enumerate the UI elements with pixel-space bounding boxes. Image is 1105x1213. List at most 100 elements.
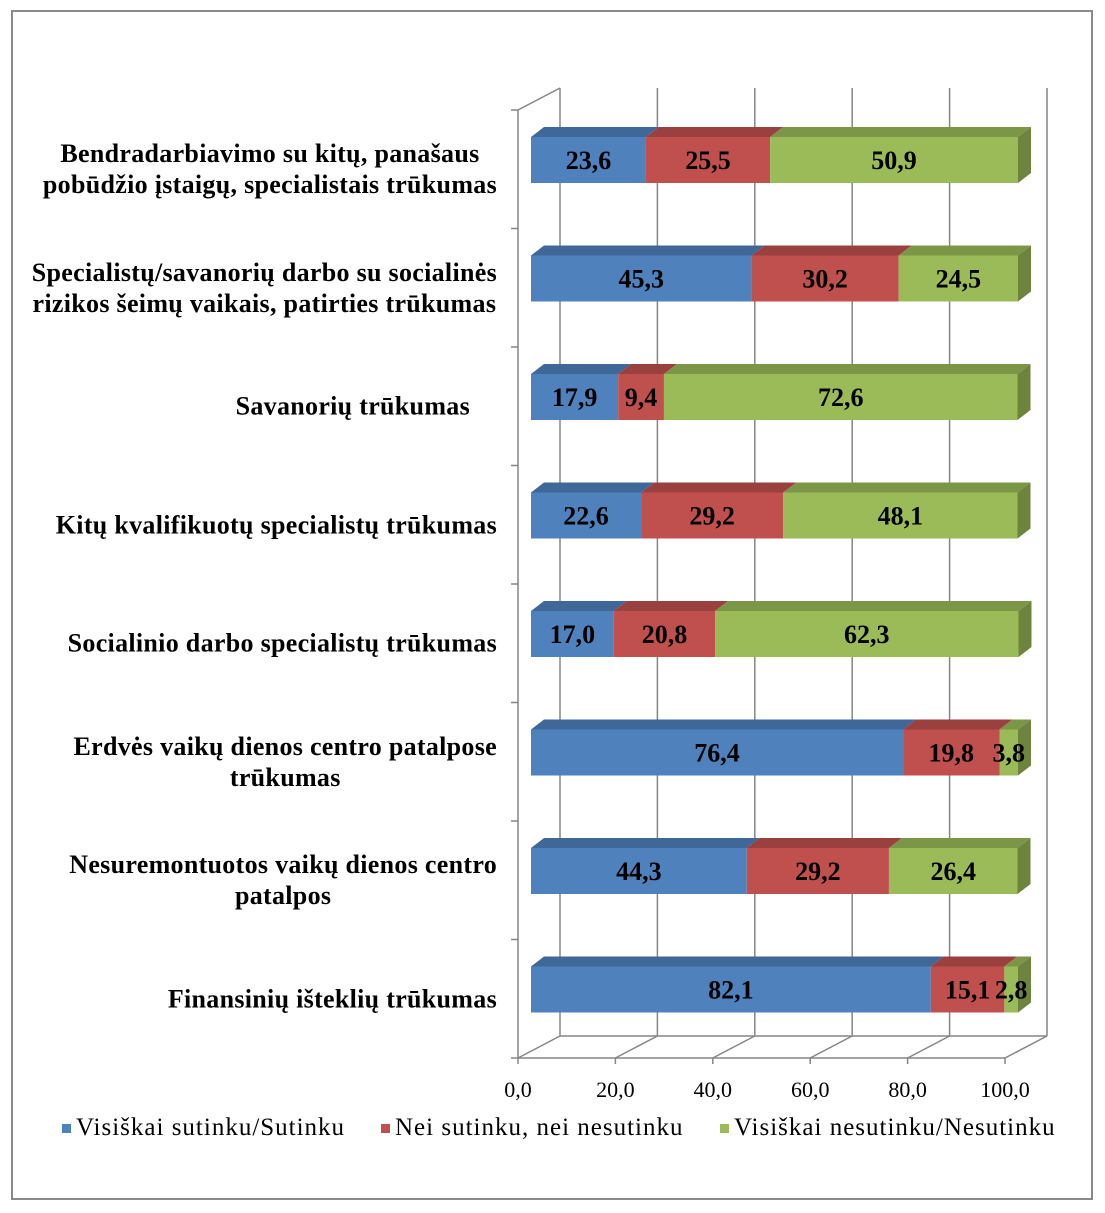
- bar-group: [531, 364, 1031, 420]
- bar-segment: [641, 492, 784, 539]
- chart-frame: [11, 10, 1093, 1200]
- bar-segment: [531, 848, 747, 894]
- legend-item-agree: Visiškai sutinku/Sutinku: [62, 1113, 345, 1143]
- bar-group: [531, 601, 1032, 657]
- category-label: Bendradarbiavimo su kitų, panašaus pobūd…: [42, 139, 497, 200]
- bar-segment: [770, 137, 1018, 183]
- bar-group: [531, 956, 1031, 1013]
- category-label-row: Kitų kvalifikuotų specialistų trūkumas: [14, 509, 497, 540]
- bar-segment-top: [663, 364, 1031, 374]
- bar-segment-side: [1018, 245, 1031, 302]
- data-label: 44,3: [616, 857, 662, 886]
- legend-swatch-disagree: [720, 1123, 729, 1133]
- bar-group: [531, 838, 1031, 894]
- bar-segment-top: [531, 482, 655, 493]
- floor-gridline: [1004, 1035, 1048, 1059]
- bar-group: [531, 127, 1031, 183]
- data-labels: 23,6 25,5 50,9 45,3 30,2 24,5 17,9 9,4 72,6 22,6 2…: [550, 146, 1028, 1005]
- bar-segment-top: [770, 127, 1031, 137]
- legend-item-disagree: Visiškai nesutinku/Nesutinku: [720, 1113, 1056, 1143]
- x-tick-labels: 0,0 20,0 40,0 60,0 80,0 100,0: [504, 1077, 1030, 1102]
- category-label-row: Nesuremontuotos vaikų dienos centro pata…: [14, 849, 497, 911]
- bar-segment: [783, 492, 1018, 539]
- bar-segment: [888, 848, 1018, 894]
- category-label: Nesuremontuotos vaikų dienos centro pata…: [69, 850, 497, 911]
- bar-segment-top: [531, 838, 760, 848]
- bar-segment-top: [746, 838, 902, 848]
- x-tick-label: 60,0: [791, 1077, 830, 1102]
- bar-segment-top: [751, 245, 912, 256]
- bar-segment: [531, 374, 619, 420]
- bar-segment-top: [999, 719, 1031, 730]
- bar-segment-top: [531, 719, 917, 730]
- data-label: 26,4: [930, 857, 976, 886]
- bar-segment-top: [888, 838, 1031, 848]
- floor-gridline: [809, 1035, 853, 1059]
- bars: [531, 127, 1032, 1013]
- category-label-row: Socialinio darbo specialistų trūkumas: [14, 628, 497, 659]
- category-label: Kitų kvalifikuotų specialistų trūkumas: [55, 510, 497, 540]
- side-wall-top-edge: [517, 87, 561, 111]
- bar-segment: [999, 729, 1018, 776]
- bar-segment: [618, 374, 664, 420]
- legend-item-neutral: Nei sutinku, nei nesutinku: [381, 1113, 683, 1143]
- category-label-row: Specialistų/savanorių darbo su socialinė…: [14, 257, 497, 319]
- floor-gridline: [615, 1035, 658, 1059]
- bar-segment: [531, 255, 752, 302]
- data-label: 30,2: [802, 265, 848, 294]
- data-label: 23,6: [566, 146, 612, 175]
- data-label: 76,4: [694, 739, 740, 768]
- bar-segment: [531, 729, 904, 776]
- bar-segment-top: [898, 245, 1031, 256]
- legend-label-neutral: Nei sutinku, nei nesutinku: [395, 1114, 684, 1141]
- bar-segment-side: [1018, 601, 1032, 657]
- category-label-row: Finansinių išteklių trūkumas: [14, 983, 497, 1014]
- bar-segment: [613, 611, 716, 657]
- x-tick-label: 80,0: [888, 1077, 927, 1102]
- category-label: Erdvės vaikų dienos centro patalpose trū…: [73, 731, 497, 792]
- bar-segment-side: [1017, 838, 1031, 894]
- x-tick-label: 0,0: [504, 1077, 532, 1102]
- bar-segment: [531, 492, 642, 539]
- data-label: 29,2: [795, 857, 841, 886]
- legend-swatch-neutral: [381, 1123, 390, 1133]
- bar-group: [531, 245, 1031, 302]
- bar-segment-side: [1018, 956, 1031, 1013]
- legend-label-disagree: Visiškai nesutinku/Nesutinku: [734, 1114, 1056, 1141]
- bar-segment: [1004, 966, 1018, 1013]
- category-label: Finansinių išteklių trūkumas: [167, 984, 497, 1014]
- data-label: 19,8: [929, 739, 975, 768]
- data-label: 48,1: [878, 502, 924, 531]
- data-label: 50,9: [871, 146, 917, 175]
- x-tick-label: 20,0: [596, 1077, 635, 1102]
- bar-segment: [930, 966, 1005, 1013]
- data-label: 17,0: [550, 620, 596, 649]
- bar-segment-top: [531, 601, 627, 611]
- bar-segment-top: [613, 601, 729, 611]
- bar-segment-top: [1004, 956, 1031, 967]
- bar-segment: [751, 255, 899, 302]
- bar-segment-top: [531, 245, 765, 256]
- bar-segment: [898, 255, 1018, 302]
- data-label: 17,9: [552, 383, 598, 412]
- bar-group: [531, 482, 1031, 539]
- data-label: 29,2: [689, 502, 735, 531]
- bar-segment: [531, 137, 646, 183]
- bar-group: [531, 719, 1031, 776]
- bar-segment: [903, 729, 1000, 776]
- data-label: 72,6: [818, 383, 864, 412]
- bar-segment-side: [1018, 719, 1031, 776]
- category-label-row: Bendradarbiavimo su kitų, panašaus pobūd…: [14, 138, 497, 200]
- category-label: Specialistų/savanorių darbo su socialinė…: [31, 257, 497, 318]
- legend-swatch-agree: [62, 1123, 71, 1133]
- floor-gridline: [907, 1035, 950, 1059]
- data-label: 15,1: [945, 976, 991, 1005]
- data-label: 2,8: [995, 976, 1028, 1005]
- bar-segment-top: [903, 719, 1013, 730]
- bar-segment-top: [531, 956, 944, 967]
- bar-segment: [531, 611, 614, 657]
- category-label-row: Savanorių trūkumas: [14, 391, 497, 422]
- bar-segment: [645, 137, 771, 183]
- bar-segment: [663, 374, 1018, 420]
